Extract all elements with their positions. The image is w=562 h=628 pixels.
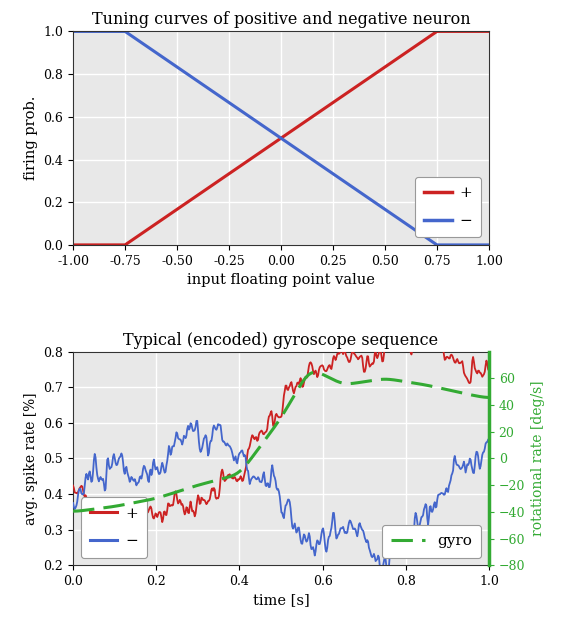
Y-axis label: firing prob.: firing prob. xyxy=(24,96,38,180)
X-axis label: time [s]: time [s] xyxy=(253,593,309,607)
Legend: gyro: gyro xyxy=(382,525,481,558)
Y-axis label: avg. spike rate [%]: avg. spike rate [%] xyxy=(24,392,38,525)
Y-axis label: rotational rate [deg/s]: rotational rate [deg/s] xyxy=(531,381,545,536)
Title: Typical (encoded) gyroscope sequence: Typical (encoded) gyroscope sequence xyxy=(124,332,438,349)
Title: Tuning curves of positive and negative neuron: Tuning curves of positive and negative n… xyxy=(92,11,470,28)
Legend: +, −: +, − xyxy=(415,177,481,237)
X-axis label: input floating point value: input floating point value xyxy=(187,273,375,287)
